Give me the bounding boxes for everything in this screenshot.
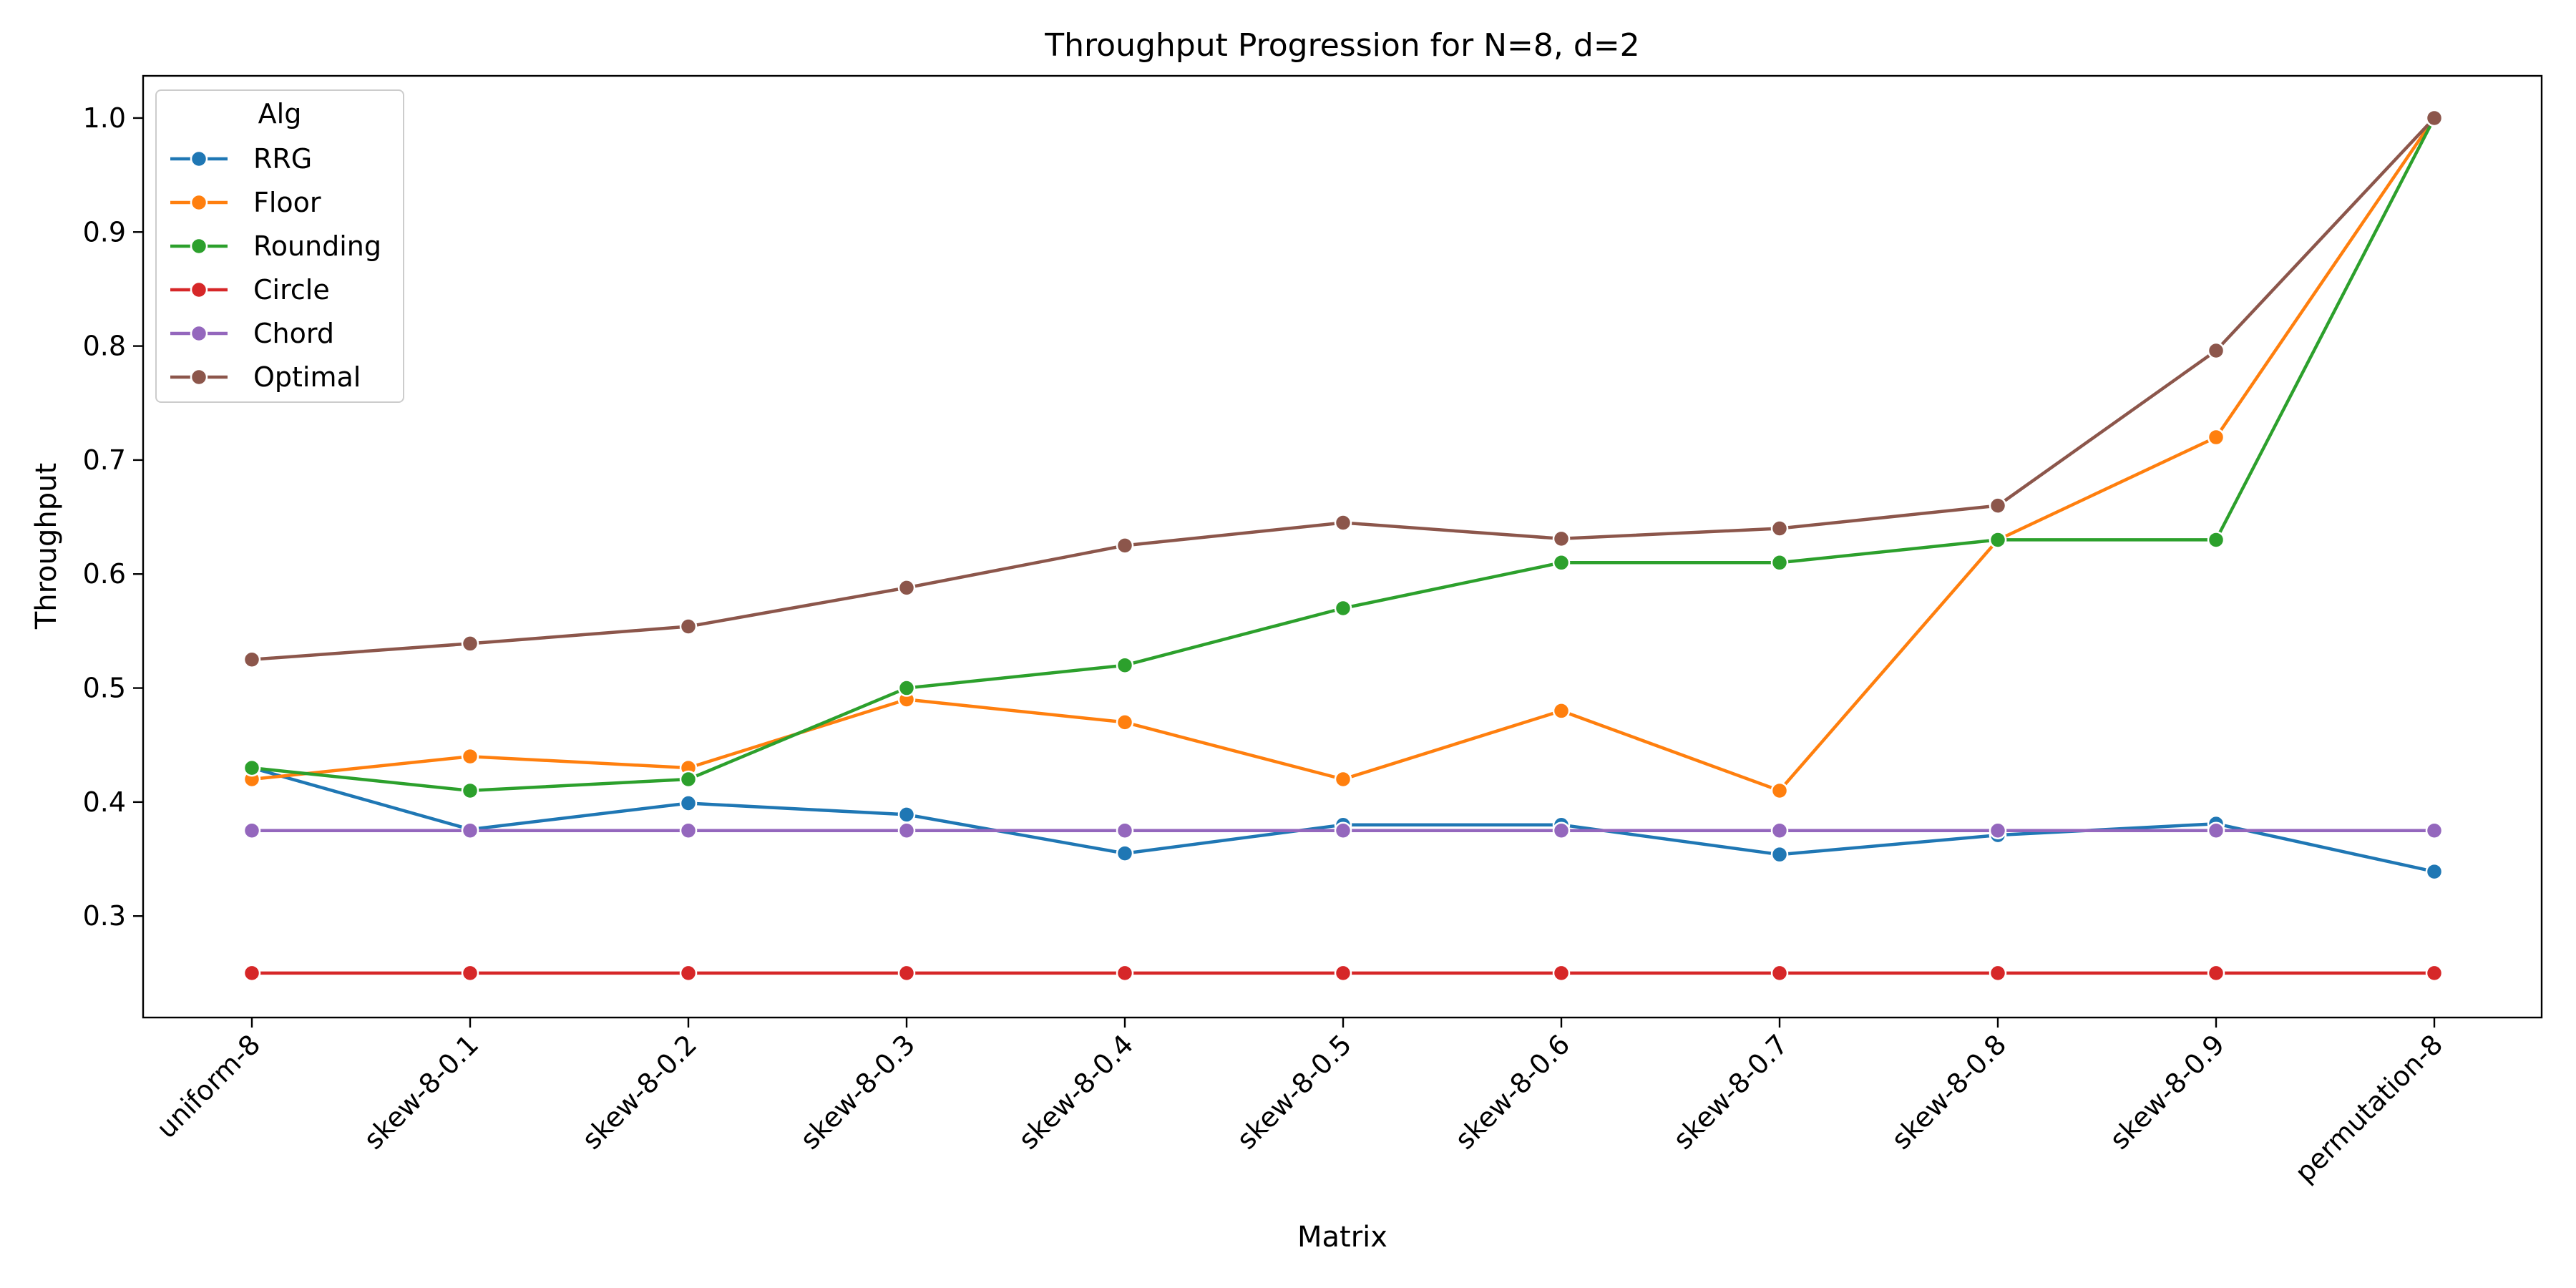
- legend: Alg RRG Floor Rounding Circle Chord Optimal: [155, 89, 404, 403]
- x-axis-label: Matrix: [1297, 1221, 1387, 1254]
- y-tick-label: 1.0: [83, 102, 126, 134]
- data-point-circle: [1552, 964, 1571, 982]
- y-tick-label: 0.7: [83, 444, 126, 476]
- data-point-chord: [1552, 821, 1571, 839]
- data-point-rounding: [1989, 531, 2007, 549]
- data-point-circle: [2425, 964, 2444, 982]
- data-point-floor: [2207, 428, 2225, 447]
- data-point-rrg: [679, 794, 698, 812]
- data-point-chord: [1989, 821, 2007, 839]
- data-point-rounding: [897, 679, 916, 697]
- legend-label: Circle: [253, 274, 330, 306]
- data-point-optimal: [1989, 497, 2007, 514]
- y-tick-label: 0.5: [83, 673, 126, 704]
- legend-swatch-marker: [190, 193, 208, 212]
- data-point-rounding: [243, 758, 261, 777]
- data-point-floor: [1770, 781, 1789, 800]
- data-point-circle: [2207, 964, 2225, 982]
- data-point-floor: [461, 747, 479, 766]
- legend-label: Optimal: [253, 361, 361, 393]
- data-point-optimal: [461, 635, 479, 653]
- data-point-rrg: [1770, 845, 1789, 864]
- y-tick-label: 0.9: [83, 216, 126, 248]
- data-point-chord: [461, 821, 479, 839]
- legend-swatch-marker: [190, 324, 208, 343]
- y-tick-label: 0.8: [83, 331, 126, 362]
- legend-title: Alg: [258, 98, 302, 130]
- data-point-optimal: [1552, 530, 1571, 548]
- data-point-rounding: [1770, 554, 1789, 572]
- data-point-circle: [243, 964, 261, 982]
- y-axis-label: Throughput: [30, 463, 63, 630]
- data-point-chord: [2207, 821, 2225, 839]
- data-point-optimal: [897, 579, 916, 597]
- data-point-chord: [679, 821, 698, 839]
- y-tick-label: 0.4: [83, 786, 126, 818]
- legend-label: Floor: [253, 187, 321, 218]
- data-point-rounding: [679, 770, 698, 789]
- data-point-circle: [1116, 964, 1134, 982]
- data-point-optimal: [243, 650, 261, 668]
- legend-swatch-marker: [190, 237, 208, 255]
- data-point-rrg: [1116, 844, 1134, 862]
- data-point-circle: [1770, 964, 1789, 982]
- data-point-rrg: [897, 806, 916, 824]
- data-point-optimal: [2207, 341, 2225, 360]
- data-point-chord: [897, 821, 916, 839]
- data-point-optimal: [1334, 514, 1352, 532]
- legend-label: Chord: [253, 318, 334, 349]
- legend-swatch-marker: [190, 368, 208, 386]
- y-tick-label: 0.6: [83, 558, 126, 590]
- data-point-circle: [897, 964, 916, 982]
- data-point-optimal: [1770, 519, 1789, 537]
- data-point-rounding: [1116, 656, 1134, 674]
- data-point-chord: [1334, 821, 1352, 839]
- data-point-circle: [461, 964, 479, 982]
- data-point-chord: [1770, 821, 1789, 839]
- legend-label: RRG: [253, 143, 312, 175]
- data-point-chord: [243, 821, 261, 839]
- data-point-chord: [1116, 821, 1134, 839]
- data-point-optimal: [1116, 537, 1134, 555]
- plot-frame: [142, 74, 2543, 1019]
- data-point-circle: [1989, 964, 2007, 982]
- plot-markers: [243, 109, 2444, 982]
- chart-title: Throughput Progression for N=8, d=2: [1044, 27, 1639, 64]
- data-point-circle: [679, 964, 698, 982]
- legend-label: Rounding: [253, 230, 381, 262]
- data-point-rounding: [2207, 531, 2225, 549]
- data-point-floor: [1334, 770, 1352, 789]
- legend-swatch-marker: [190, 280, 208, 299]
- data-point-rounding: [1552, 554, 1571, 572]
- data-point-rrg: [2425, 862, 2444, 881]
- data-point-optimal: [2425, 109, 2444, 127]
- legend-box: [155, 89, 404, 403]
- data-point-circle: [1334, 964, 1352, 982]
- y-tick-label: 0.3: [83, 900, 126, 932]
- data-point-optimal: [679, 618, 698, 635]
- data-point-floor: [1116, 713, 1134, 731]
- data-point-rounding: [461, 781, 479, 800]
- data-point-chord: [2425, 821, 2444, 839]
- data-point-floor: [1552, 702, 1571, 720]
- data-point-rounding: [1334, 599, 1352, 618]
- legend-swatch-marker: [190, 150, 208, 168]
